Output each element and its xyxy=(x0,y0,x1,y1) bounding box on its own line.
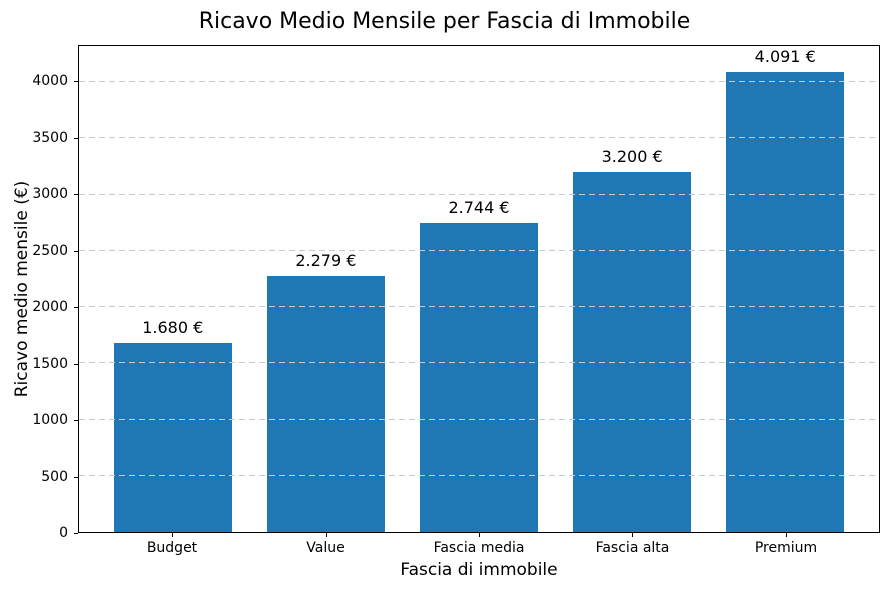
gridline xyxy=(79,137,879,139)
gridline xyxy=(79,81,879,82)
chart-title: Ricavo Medio Mensile per Fascia di Immob… xyxy=(198,9,691,34)
y-tick-label: 3500 xyxy=(32,129,68,146)
y-tick-mark xyxy=(74,307,78,309)
bar-value-label: 2.279 € xyxy=(295,250,357,270)
x-tick-mark xyxy=(785,533,787,537)
y-tick-mark xyxy=(74,420,78,422)
bar-premium xyxy=(726,71,845,532)
y-tick-mark xyxy=(74,194,78,196)
x-tick-mark xyxy=(325,533,327,537)
plot-area: 1.680 € 2.279 € 2.744 € 3.200 € 4.091 € xyxy=(78,45,880,533)
y-tick-mark xyxy=(74,363,78,365)
bar-budget xyxy=(113,343,232,532)
bar-value-label: 4.091 € xyxy=(754,46,816,66)
y-tick-mark xyxy=(74,81,78,83)
y-tick-mark xyxy=(74,533,78,534)
bar-value xyxy=(266,275,385,532)
x-tick-mark xyxy=(632,533,634,537)
y-tick-label: 1500 xyxy=(32,355,68,372)
y-tick-label: 2000 xyxy=(32,299,68,316)
gridline xyxy=(79,362,879,364)
bar-value-label: 3.200 € xyxy=(601,147,663,166)
gridline xyxy=(79,249,879,251)
bar-fascia-alta xyxy=(573,172,692,532)
x-tick-label: Budget xyxy=(146,540,198,556)
x-tick-mark xyxy=(479,533,480,537)
x-tick-label: Fascia alta xyxy=(595,540,670,556)
bar-fascia-media xyxy=(420,223,538,532)
y-tick-mark xyxy=(74,250,78,252)
bar-value-label: 2.744 € xyxy=(448,198,510,218)
gridline xyxy=(79,306,879,307)
x-tick-mark xyxy=(172,533,173,537)
y-tick-label: 2500 xyxy=(32,242,68,259)
gridline xyxy=(79,474,879,476)
y-tick-mark xyxy=(74,137,78,139)
x-axis-label: Fascia di immobile xyxy=(400,560,558,580)
y-tick-label: 4000 xyxy=(32,73,68,90)
y-tick-label: 3000 xyxy=(32,186,68,203)
y-tick-label: 0 xyxy=(59,525,68,541)
x-tick-label: Value xyxy=(306,540,345,556)
bar-value-label: 1.680 € xyxy=(142,318,204,337)
y-tick-label: 1000 xyxy=(32,412,68,429)
x-tick-label: Fascia media xyxy=(433,540,525,556)
gridline xyxy=(79,193,879,195)
y-tick-mark xyxy=(74,476,78,478)
gridline xyxy=(79,418,879,420)
x-tick-label: Premium xyxy=(754,540,818,556)
y-tick-label: 500 xyxy=(41,468,68,485)
